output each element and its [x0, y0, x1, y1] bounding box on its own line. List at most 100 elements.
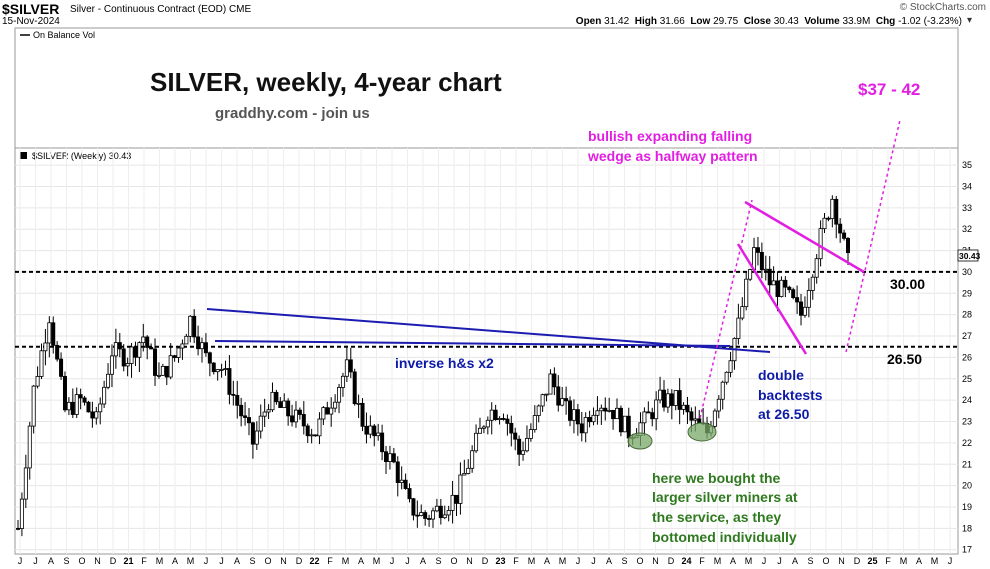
candle-body — [399, 479, 404, 483]
candle-body — [846, 237, 851, 254]
x-tick-label: O — [264, 556, 271, 566]
candle-body — [560, 398, 565, 406]
candle-body — [556, 386, 561, 406]
x-axis: J J A S O N D 21 F M A M J J A S O N D 22 F M A M J J A S O N D 23 F M A M J… — [18, 556, 953, 566]
candle-body — [43, 342, 48, 352]
x-tick-label: D — [110, 556, 117, 566]
chart-title: SILVER, weekly, 4-year chart — [150, 67, 502, 97]
candlestick-series — [15, 195, 851, 537]
x-tick-label: O — [636, 556, 643, 566]
x-tick-label: J — [219, 556, 224, 566]
candle-body — [583, 417, 588, 434]
candle-body — [521, 450, 526, 455]
candle-body — [325, 407, 330, 415]
candle-body — [693, 418, 698, 421]
x-tick-label: D — [296, 556, 303, 566]
candle-body — [497, 418, 502, 421]
x-tick-label: A — [606, 556, 612, 566]
candle-body — [344, 359, 349, 377]
candle-body — [564, 398, 569, 402]
candle-body — [78, 394, 83, 399]
target-channel-right — [845, 119, 901, 353]
candle-body — [106, 373, 111, 388]
candle-body — [192, 315, 197, 338]
candle-body — [806, 290, 811, 308]
candle-body — [348, 359, 353, 373]
candle-body — [755, 247, 760, 253]
candle-body — [395, 461, 400, 483]
candle-body — [258, 415, 263, 432]
candle-body — [74, 394, 79, 415]
candle-body — [27, 425, 32, 469]
x-tick-label: J — [390, 556, 395, 566]
price-legend-swatch — [20, 152, 27, 159]
x-tick-label: O — [450, 556, 457, 566]
candle-body — [223, 368, 228, 370]
candle-body — [622, 415, 627, 433]
y-tick-label: 20 — [962, 481, 972, 491]
x-tick-label: J — [762, 556, 767, 566]
candle-body — [446, 510, 451, 516]
symbol-title: $SILVER — [2, 1, 60, 17]
candle-body — [626, 415, 631, 439]
candle-body — [665, 393, 670, 408]
indicator-panel — [14, 27, 959, 149]
candle-body — [513, 432, 518, 440]
candle-body — [615, 407, 620, 420]
candle-body — [297, 409, 302, 415]
candle-body — [290, 415, 295, 423]
candle-body — [368, 425, 373, 435]
candle-body — [728, 360, 733, 373]
candle-body — [329, 407, 334, 415]
candle-body — [481, 426, 486, 429]
x-tick-label: 23 — [495, 556, 505, 566]
y-tick-label: 27 — [962, 331, 972, 341]
candle-body — [720, 381, 725, 400]
candle-body — [125, 363, 130, 367]
candle-body — [571, 409, 576, 421]
x-tick-label: A — [544, 556, 550, 566]
y-tick-label: 23 — [962, 417, 972, 427]
candle-body — [70, 401, 75, 415]
candle-body — [419, 512, 424, 517]
candle-body — [787, 286, 792, 291]
wedge-label-line1: bullish expanding falling — [588, 128, 752, 144]
x-tick-label: N — [838, 556, 845, 566]
candle-body — [62, 376, 67, 411]
candle-body — [47, 322, 52, 344]
candle-body — [579, 423, 584, 434]
candle-body — [66, 401, 71, 411]
x-tick-label: 25 — [867, 556, 877, 566]
candle-body — [470, 450, 475, 469]
candle-body — [98, 403, 103, 413]
candle-body — [611, 409, 616, 420]
x-tick-label: J — [33, 556, 38, 566]
candle-body — [149, 346, 154, 350]
candle-body — [117, 342, 122, 350]
candle-body — [15, 527, 20, 530]
candle-body — [266, 409, 271, 413]
candle-body — [176, 347, 181, 358]
candle-body — [137, 342, 142, 358]
candle-body — [814, 258, 819, 278]
candle-body — [317, 418, 322, 437]
candle-body — [548, 373, 553, 395]
candle-body — [474, 432, 479, 452]
candle-body — [168, 355, 173, 378]
candle-body — [293, 409, 298, 423]
candle-body — [450, 494, 455, 511]
open-label: Open — [575, 16, 602, 27]
x-tick-label: A — [730, 556, 736, 566]
x-tick-label: N — [280, 556, 287, 566]
high-value: 31.66 — [659, 16, 685, 27]
candle-body — [442, 514, 447, 519]
chart-subtitle: graddhy.com - join us — [215, 105, 370, 122]
chevron-down-icon[interactable]: ▾ — [966, 15, 972, 26]
candle-body — [94, 411, 99, 419]
low-value: 29.75 — [713, 16, 739, 27]
candle-body — [810, 276, 815, 291]
candle-body — [352, 371, 357, 405]
y-tick-label: 32 — [962, 224, 972, 234]
candle-body — [427, 518, 432, 520]
candle-body — [23, 467, 28, 500]
